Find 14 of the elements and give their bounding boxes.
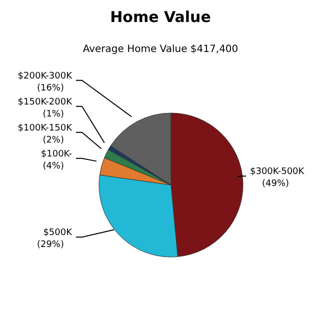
data-label: (49%) <box>262 179 290 190</box>
slice-label: $200K-300K <box>18 71 74 82</box>
data-label: (16%) <box>36 83 64 94</box>
slice-label: $500K <box>43 228 74 238</box>
data-label: (1%) <box>42 109 64 120</box>
slice-label: $100K-150K <box>18 123 74 134</box>
chart-subtitle: Average Home Value $417,400 <box>82 44 240 55</box>
slice-label: $300K-500K <box>250 167 306 178</box>
data-label: (4%) <box>42 161 64 172</box>
chart-title: Home Value <box>109 8 212 26</box>
slice-label: $150K-200K <box>18 97 74 108</box>
data-label: (2%) <box>42 135 64 146</box>
data-label: (29%) <box>36 240 64 250</box>
slice-label: $100K- <box>40 149 72 160</box>
